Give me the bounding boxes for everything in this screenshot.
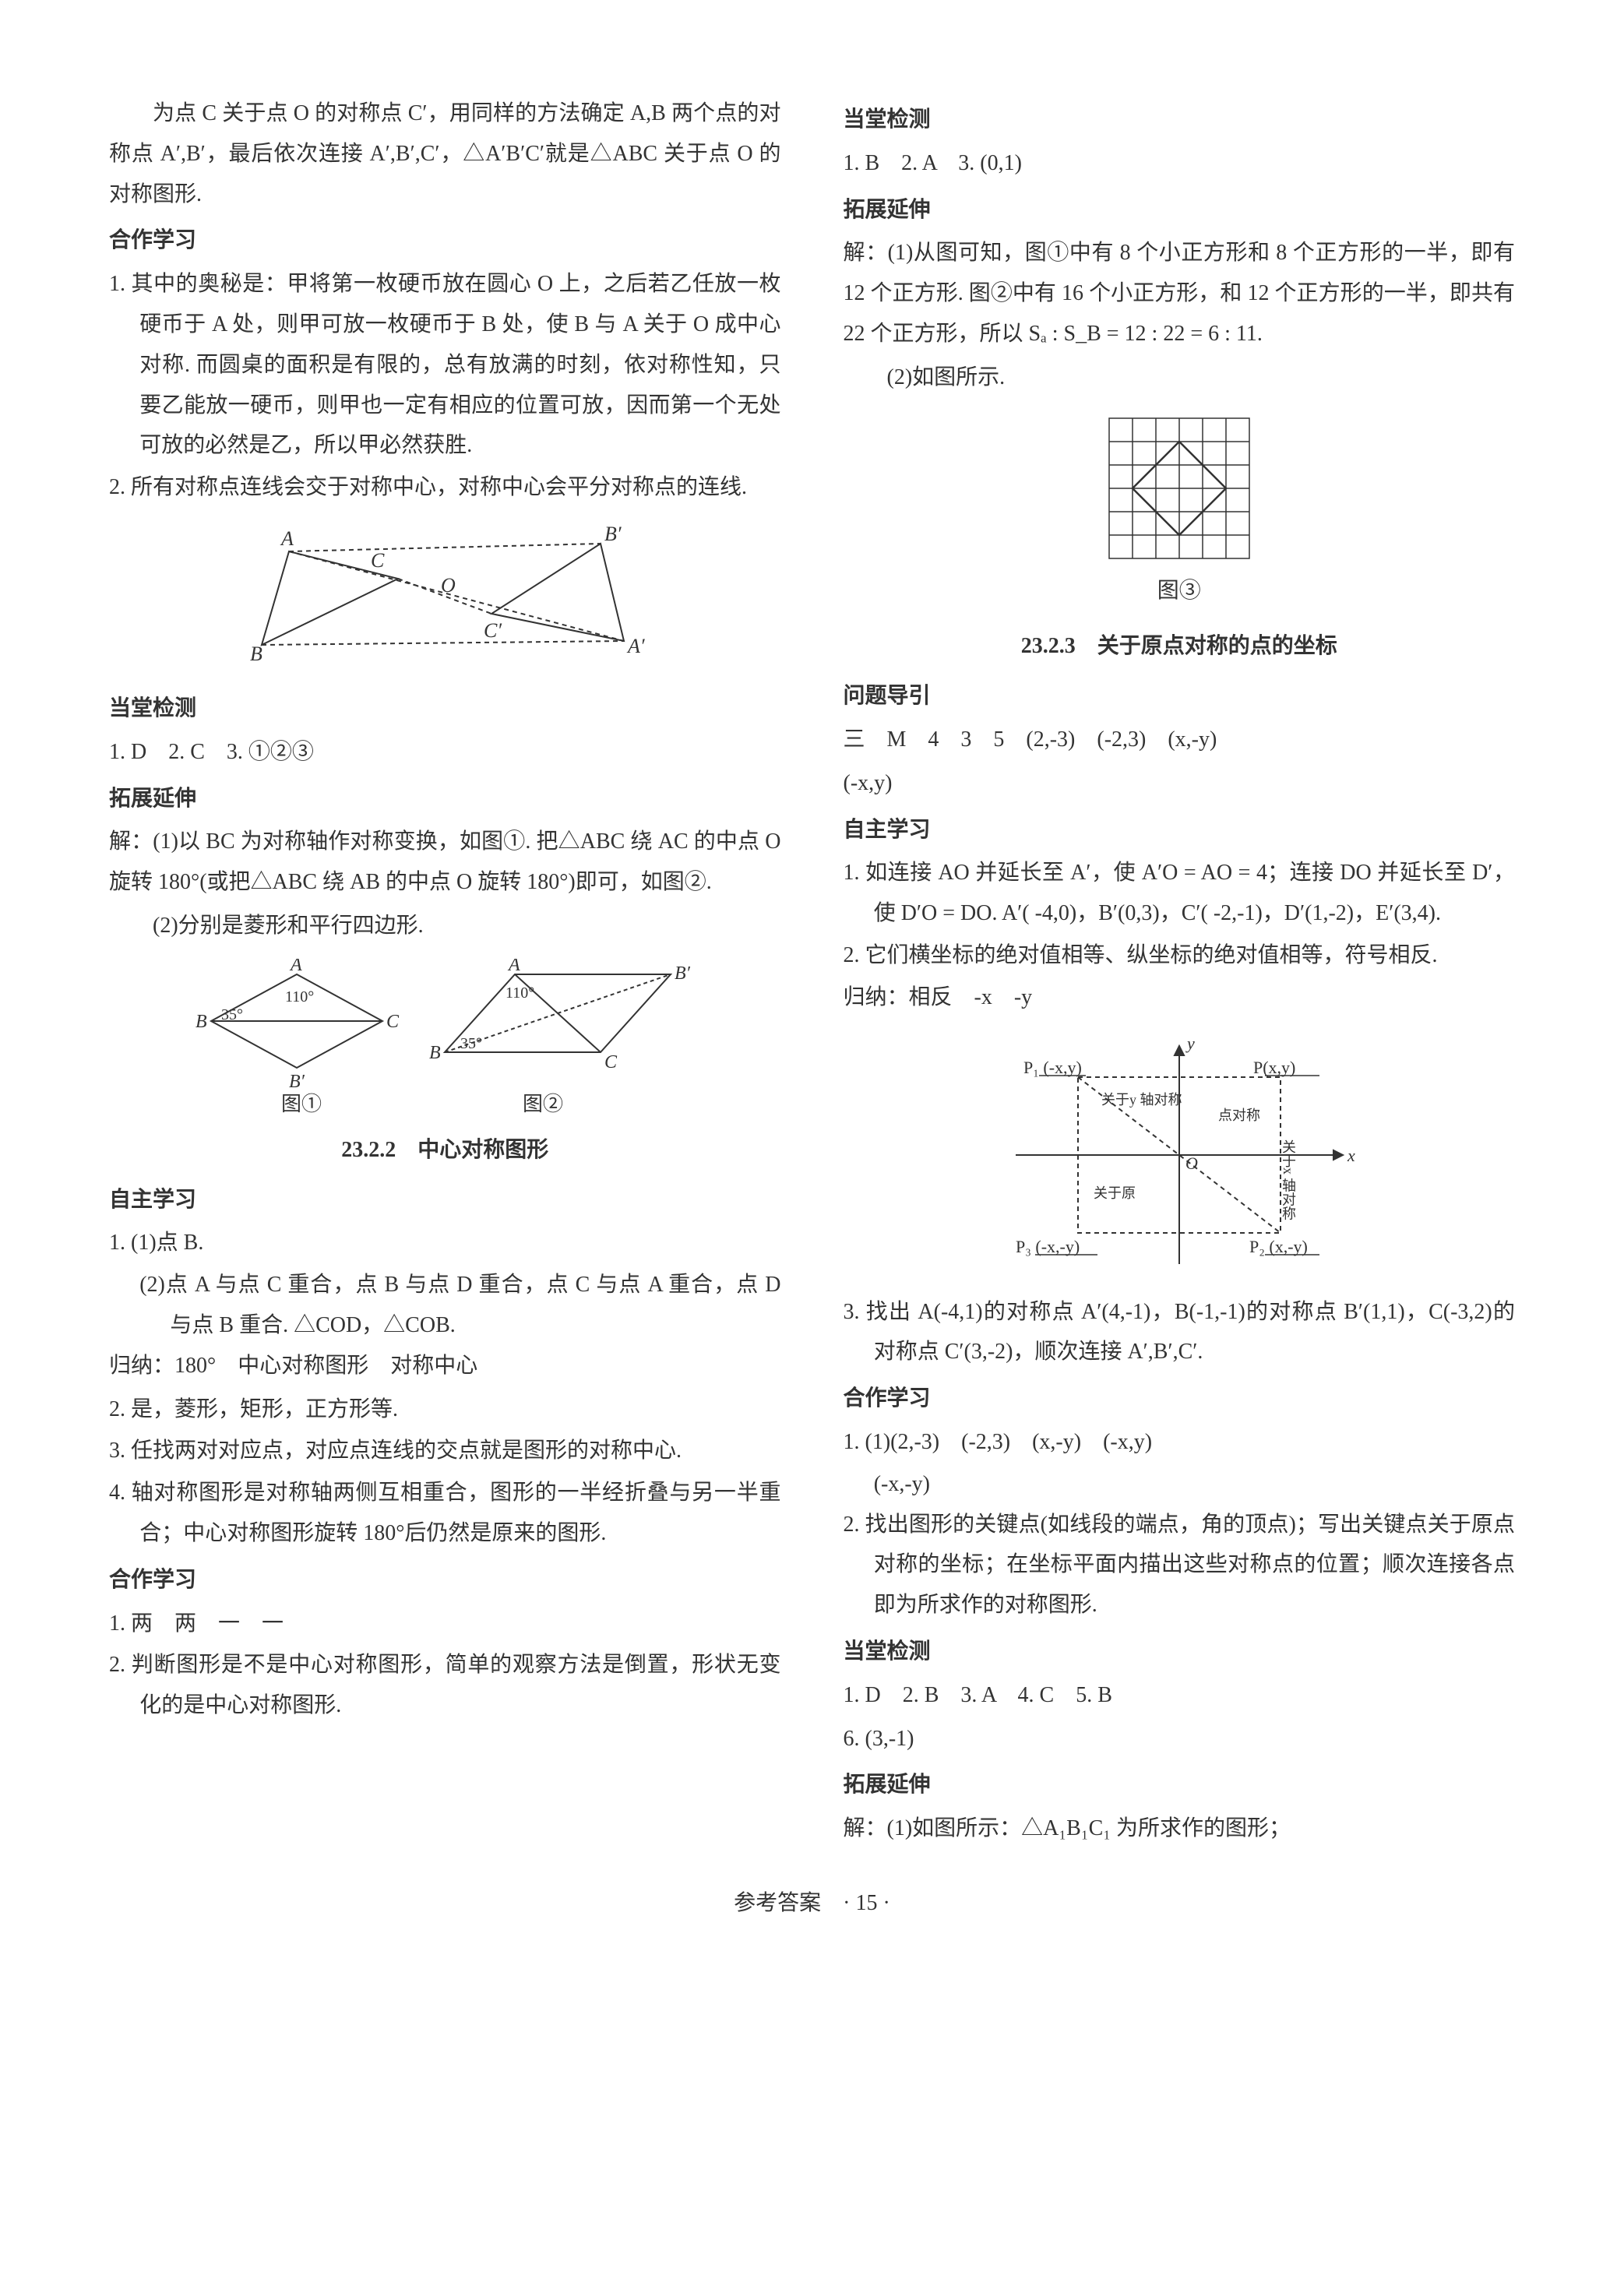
fig2-ang110-1: 110° — [285, 988, 314, 1005]
hezuo3-1a: 1. (1)(2,-3) (-2,3) (x,-y) (-x,y) — [844, 1422, 1516, 1463]
hezuo3-1b: (-x,-y) — [844, 1464, 1516, 1505]
axis-O: O — [1185, 1153, 1198, 1173]
txt-x-sym: 关于x 轴对称 — [1281, 1139, 1296, 1220]
zizhu2-2: 2. 它们横坐标的绝对值相等、纵坐标的绝对值相等，符号相反. — [844, 935, 1516, 976]
figure-rhombus-parallelogram: A B C B′ 110° 35° A B C B′ 110° 35° 图① 图… — [109, 959, 781, 1115]
section-title-23-2-3: 23.2.3 关于原点对称的点的坐标 — [844, 626, 1516, 667]
zizhu2-1: 1. 如连接 AO 并延长至 A′，使 A′O = AO = 4；连接 DO 并… — [844, 853, 1516, 934]
label-B2: B′ — [604, 523, 622, 545]
fig2-A1: A — [289, 959, 302, 975]
right-column: 当堂检测 1. B 2. A 3. (0,1) 拓展延伸 解：(1)从图可知，图… — [844, 93, 1516, 1852]
dangtang3-1: 1. D 2. B 3. A 4. C 5. B — [844, 1675, 1516, 1716]
fig2-C1: C — [386, 1012, 400, 1032]
fig2-B2-2: B′ — [675, 963, 691, 984]
zizhu1-1-2: (2)点 A 与点 C 重合，点 B 与点 D 重合，点 C 与点 A 重合，点… — [109, 1265, 781, 1346]
dangtang3-2: 6. (3,-1) — [844, 1719, 1516, 1759]
section-head-tuozhan-2: 拓展延伸 — [844, 190, 1516, 231]
figure-grid-diamond: 图③ — [844, 410, 1516, 611]
zizhu2-guina: 归纳：相反 -x -y — [844, 977, 1516, 1018]
fig2-B2-1: B′ — [289, 1072, 305, 1092]
fig2-ang35-1: 35° — [221, 1006, 243, 1023]
fig2-ang35-2: 35° — [460, 1035, 482, 1052]
axis-y: y — [1185, 1034, 1195, 1053]
label-C2: C′ — [484, 619, 502, 642]
wenti-line2: (-x,y) — [844, 763, 1516, 804]
hezuo1-item1: 1. 其中的奥秘是：甲将第一枚硬币放在圆心 O 上，之后若乙任放一枚硬币于 A … — [109, 264, 781, 466]
figure-parallelogram-symmetry: A B C O B′ A′ C′ — [109, 520, 781, 676]
hezuo1-item2: 2. 所有对称点连线会交于对称中心，对称中心会平分对称点的连线. — [109, 467, 781, 508]
section-head-hezuo-3: 合作学习 — [844, 1379, 1516, 1419]
zizhu1-3: 3. 任找两对对应点，对应点连线的交点就是图形的对称中心. — [109, 1431, 781, 1471]
section-title-23-2-2: 23.2.2 中心对称图形 — [109, 1130, 781, 1171]
section-head-wenti: 问题导引 — [844, 676, 1516, 717]
figure-coordinate-symmetry: O x y P(x,y) P₁ (-x,y) P₂ (x,-y) P₃ (-x,… — [844, 1030, 1516, 1280]
dangtang1-answers: 1. D 2. C 3. ①②③ — [109, 732, 781, 773]
hezuo2-1: 1. 两 两 一 一 — [109, 1604, 781, 1644]
section-head-tuozhan-1: 拓展延伸 — [109, 779, 781, 819]
fig2-A2: A — [507, 959, 520, 975]
section-head-dangtang-3: 当堂检测 — [844, 1632, 1516, 1672]
tuozhan3-1: 解：(1)如图所示：△A₁B₁C₁ 为所求作的图形； — [844, 1808, 1516, 1849]
fig2-B2: B — [429, 1043, 441, 1063]
label-C: C — [371, 549, 385, 572]
section-head-zizhu-1: 自主学习 — [109, 1180, 781, 1220]
zizhu2-3: 3. 找出 A(-4,1)的对称点 A′(4,-1)，B(-1,-1)的对称点 … — [844, 1292, 1516, 1373]
txt-pt-sym: 点对称 — [1218, 1108, 1260, 1123]
zizhu1-guina: 归纳：180° 中心对称图形 对称中心 — [109, 1346, 781, 1386]
axis-x: x — [1347, 1146, 1355, 1165]
section-head-tuozhan-3: 拓展延伸 — [844, 1765, 1516, 1805]
dangtang2-answers: 1. B 2. A 3. (0,1) — [844, 143, 1516, 184]
hezuo2-2: 2. 判断图形是不是中心对称图形，简单的观察方法是倒置，形状无变化的是中心对称图… — [109, 1645, 781, 1726]
pt-P2: P₂ (x,-y) — [1249, 1237, 1308, 1256]
wenti-line1: 三 M 4 3 5 (2,-3) (-2,3) (x,-y) — [844, 720, 1516, 760]
pt-P: P(x,y) — [1253, 1058, 1295, 1077]
fig2-cap2: 图② — [523, 1093, 563, 1115]
fig3-caption: 图③ — [844, 571, 1516, 611]
section-head-dangtang-1: 当堂检测 — [109, 688, 781, 729]
fig2-cap1: 图① — [281, 1093, 322, 1115]
tuozhan2-item1: 解：(1)从图可知，图①中有 8 个小正方形和 8 个正方形的一半，即有 12 … — [844, 233, 1516, 354]
txt-orig-sym: 关于原 — [1094, 1185, 1136, 1201]
section-head-zizhu-2: 自主学习 — [844, 810, 1516, 850]
tuozhan2-item2: (2)如图所示. — [844, 357, 1516, 398]
intro-paragraph: 为点 C 关于点 O 的对称点 C′，用同样的方法确定 A,B 两个点的对称点 … — [109, 93, 781, 214]
label-A: A — [280, 527, 294, 550]
label-A2: A′ — [626, 635, 645, 657]
zizhu1-1-1: 1. (1)点 B. — [109, 1223, 781, 1263]
fig2-C2: C — [604, 1052, 618, 1072]
page-footer: 参考答案 · 15 · — [109, 1883, 1515, 1924]
fig2-ang110-2: 110° — [506, 984, 534, 1002]
label-B: B — [250, 643, 262, 665]
section-head-hezuo-2: 合作学习 — [109, 1560, 781, 1601]
zizhu1-4: 4. 轴对称图形是对称轴两侧互相重合，图形的一半经折叠与另一半重合；中心对称图形… — [109, 1473, 781, 1554]
page-container: 为点 C 关于点 O 的对称点 C′，用同样的方法确定 A,B 两个点的对称点 … — [109, 93, 1515, 1852]
left-column: 为点 C 关于点 O 的对称点 C′，用同样的方法确定 A,B 两个点的对称点 … — [109, 93, 781, 1852]
fig2-B1: B — [196, 1012, 207, 1032]
pt-P3: P₃ (-x,-y) — [1016, 1237, 1080, 1256]
tuozhan1-item2: (2)分别是菱形和平行四边形. — [109, 906, 781, 946]
tuozhan1-item1: 解：(1)以 BC 为对称轴作对称变换，如图①. 把△ABC 绕 AC 的中点 … — [109, 822, 781, 903]
section-head-hezuo-1: 合作学习 — [109, 220, 781, 261]
txt-y-sym: 关于y 轴对称 — [1101, 1092, 1182, 1108]
section-head-dangtang-2: 当堂检测 — [844, 100, 1516, 140]
hezuo3-2: 2. 找出图形的关键点(如线段的端点，角的顶点)；写出关键点关于原点对称的坐标；… — [844, 1505, 1516, 1625]
zizhu1-2: 2. 是，菱形，矩形，正方形等. — [109, 1389, 781, 1430]
label-O: O — [441, 574, 456, 597]
pt-P1: P₁ (-x,y) — [1023, 1058, 1082, 1077]
